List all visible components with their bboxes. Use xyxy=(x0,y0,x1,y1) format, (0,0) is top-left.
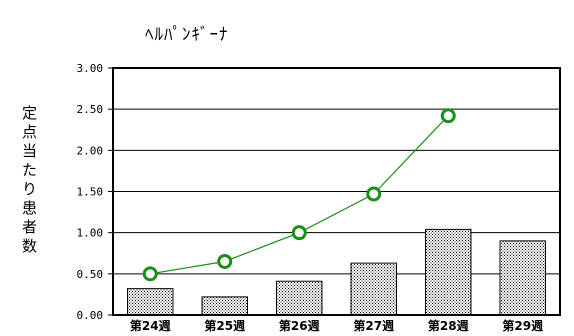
y-axis-label-char: 者 xyxy=(22,218,37,236)
bar xyxy=(276,280,323,316)
x-tick-label: 第29週 xyxy=(502,318,543,333)
x-tick-label: 第28週 xyxy=(428,318,469,333)
y-tick-label: 1.00 xyxy=(77,227,104,240)
y-axis-label-char: 点 xyxy=(22,123,37,141)
bar xyxy=(499,240,546,316)
y-axis-label-char: 数 xyxy=(22,237,37,255)
line-point xyxy=(142,266,158,282)
y-tick-label: 2.00 xyxy=(77,144,104,157)
bar xyxy=(350,262,397,316)
chart-title: ﾍﾙﾊﾟﾝｷﾞｰﾅ xyxy=(145,25,229,45)
x-tick-label: 第26週 xyxy=(279,318,320,333)
y-axis-label: 定点当たり患者数 xyxy=(22,104,37,255)
y-axis-label-char: 患 xyxy=(22,199,37,217)
y-tick-label: 2.50 xyxy=(77,103,104,116)
bar-series xyxy=(127,228,546,316)
x-tick-label: 第24週 xyxy=(130,318,171,333)
y-tick-label: 3.00 xyxy=(77,62,104,75)
line-point xyxy=(291,225,307,241)
y-tick-label: 0.50 xyxy=(77,268,104,281)
y-axis-label-char: り xyxy=(22,180,37,198)
series-line xyxy=(150,115,449,275)
line-point xyxy=(366,186,382,202)
y-axis-ticks: 0.00 0.50 1.00 1.50 2.00 2.50 3.00 xyxy=(77,62,113,322)
x-tick-label: 第27週 xyxy=(353,318,394,333)
line-series xyxy=(142,108,456,282)
y-tick-label: 1.50 xyxy=(77,186,104,199)
x-axis-categories: 第24週 第25週 第26週 第27週 第28週 第29週 xyxy=(130,318,543,333)
y-tick-label: 0.00 xyxy=(77,309,104,322)
bar xyxy=(425,228,472,316)
x-tick-label: 第25週 xyxy=(204,318,245,333)
y-axis-label-char: 当 xyxy=(22,142,37,160)
gridlines xyxy=(113,108,560,275)
bar xyxy=(201,296,248,316)
line-point xyxy=(217,253,233,269)
plot-frame xyxy=(112,67,561,316)
y-axis-label-char: 定 xyxy=(22,104,37,122)
y-axis-label-text: 定点当たり患者数 xyxy=(22,104,37,255)
bar xyxy=(127,288,174,316)
y-axis-label-char: た xyxy=(22,161,37,179)
line-point xyxy=(440,108,456,124)
